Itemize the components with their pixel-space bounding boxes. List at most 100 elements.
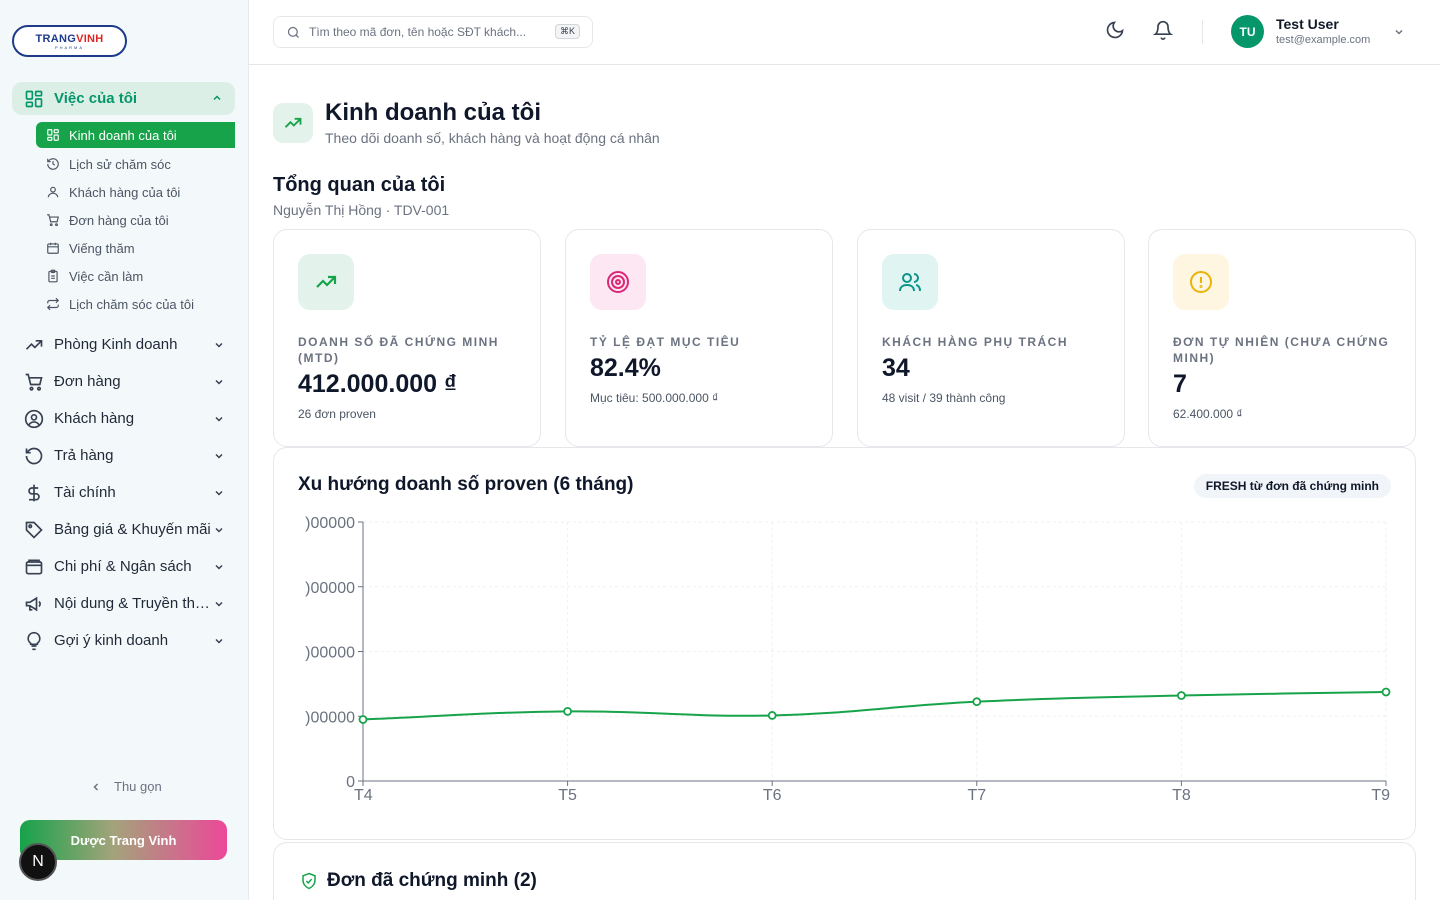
data-point — [972, 697, 982, 707]
cart-icon — [25, 373, 43, 391]
stat-card-revenue: DOANH SỐ ĐÃ CHỨNG MINH (MTD) 412.000.000… — [273, 229, 541, 447]
nav-orders[interactable]: Đơn hàng — [12, 365, 235, 398]
collapse-button[interactable]: Thu gọn — [90, 779, 162, 794]
x-tick-label: T5 — [558, 787, 577, 804]
logo-text-2: VINH — [76, 32, 104, 45]
sidebar-item-my-business[interactable]: Kinh doanh của tôi — [36, 122, 235, 148]
stat-card-target-rate: TỶ LỆ ĐẠT MỤC TIÊU 82.4% Mục tiêu: 500.0… — [565, 229, 833, 447]
chevron-up-icon — [213, 95, 221, 101]
moon-icon[interactable] — [1105, 20, 1125, 40]
series-line — [362, 690, 1387, 721]
chevron-down-icon — [215, 453, 223, 459]
grid-icon — [25, 90, 43, 107]
nav-customers[interactable]: Khách hàng — [12, 402, 235, 435]
search-box[interactable]: ⌘K — [273, 16, 593, 48]
bell-icon[interactable] — [1153, 20, 1173, 40]
lightbulb-icon — [27, 631, 41, 650]
card-value: 7 — [1173, 370, 1187, 398]
shield-check-icon — [302, 872, 316, 890]
sidebar-item-care-schedule[interactable]: Lịch chăm sóc của tôi — [36, 290, 235, 318]
nav-label: Chi phí & Ngân sách — [54, 558, 192, 575]
megaphone-icon — [25, 596, 41, 611]
sidebar-item-todo[interactable]: Việc cần làm — [36, 262, 235, 290]
nav-returns[interactable]: Trả hàng — [12, 439, 235, 472]
card-sub: 62.400.000 ₫ — [1173, 407, 1243, 421]
sidebar-item-label: Kinh doanh của tôi — [69, 127, 177, 143]
history-icon — [47, 158, 59, 170]
trending-up-icon — [316, 275, 337, 288]
card-icon-box — [298, 254, 354, 310]
chevron-down-icon — [215, 416, 223, 422]
nav-label: Nội dung & Truyền thông — [54, 595, 212, 612]
card-label: ĐƠN TỰ NHIÊN (CHƯA CHỨNG MINH) — [1173, 335, 1390, 365]
sidebar-item-label: Khách hàng của tôi — [69, 184, 181, 200]
card-sub: 26 đơn proven — [298, 407, 376, 421]
y-tick-label: )00000 — [305, 580, 355, 597]
x-tick-label: T7 — [967, 787, 986, 804]
data-point — [563, 706, 573, 716]
chevron-down-icon — [215, 342, 223, 348]
alert-circle-icon — [1190, 271, 1212, 293]
y-tick-label: )00000 — [305, 709, 355, 726]
n-badge[interactable]: N — [19, 843, 57, 881]
nav-label: Khách hàng — [54, 410, 135, 427]
card-value: 82.4% — [590, 354, 661, 382]
sidebar-item-my-customers[interactable]: Khách hàng của tôi — [36, 178, 235, 206]
grid-icon — [47, 129, 59, 141]
search-icon — [287, 26, 299, 38]
sidebar-item-label: Lịch chăm sóc của tôi — [69, 296, 195, 312]
sidebar-item-visits[interactable]: Viếng thăm — [36, 234, 235, 262]
page-subtitle: Theo dõi doanh số, khách hàng và hoạt độ… — [325, 130, 660, 146]
chevron-down-icon — [215, 379, 223, 385]
x-tick-label: T4 — [354, 787, 373, 804]
calendar-icon — [47, 242, 59, 254]
chart-title: Xu hướng doanh số proven (6 tháng) — [298, 474, 634, 495]
section-subtitle: Nguyễn Thị Hồng · TDV-001 — [273, 202, 450, 218]
chevron-left-icon — [93, 782, 99, 791]
card-icon-box — [590, 254, 646, 310]
nav-finance[interactable]: Tài chính — [12, 476, 235, 509]
nav-group-my-work[interactable]: Việc của tôi — [12, 82, 235, 115]
target-icon — [607, 271, 629, 293]
x-tick-label: T8 — [1172, 787, 1191, 804]
chevron-down-icon[interactable] — [1393, 26, 1405, 38]
user-icon — [47, 186, 59, 198]
users-icon — [899, 273, 921, 292]
data-point — [767, 711, 777, 720]
sidebar-item-label: Việc cần làm — [69, 268, 144, 284]
user-circle-icon — [24, 409, 44, 428]
nav-suggestions[interactable]: Gợi ý kinh doanh — [12, 624, 235, 657]
page-icon — [273, 103, 313, 143]
undo-icon — [25, 447, 43, 464]
sidebar-item-care-history[interactable]: Lịch sử chăm sóc — [36, 150, 235, 178]
sidebar-item-label: Lịch sử chăm sóc — [69, 156, 171, 172]
search-input[interactable] — [309, 25, 545, 39]
tag-icon — [25, 521, 43, 539]
card-icon-box — [1173, 254, 1229, 310]
nav-label: Gợi ý kinh doanh — [54, 632, 169, 649]
card-label: TỶ LỆ ĐẠT MỤC TIÊU — [590, 335, 741, 349]
proven-orders-title: Đơn đã chứng minh (2) — [327, 870, 537, 891]
nav-sales-dept[interactable]: Phòng Kinh doanh — [12, 328, 235, 361]
logo[interactable]: TRANGVINH PHARMA — [12, 25, 127, 57]
nav-group-label: Việc của tôi — [54, 90, 138, 107]
nav-pricing[interactable]: Bảng giá & Khuyến mãi — [12, 513, 235, 546]
y-tick-label: )00000 — [305, 645, 355, 662]
sidebar: TRANGVINH PHARMA Việc của tôi Kinh doanh… — [0, 0, 249, 900]
section-title: Tổng quan của tôi — [273, 174, 446, 196]
stat-card-customers: KHÁCH HÀNG PHỤ TRÁCH 34 48 visit / 39 th… — [857, 229, 1125, 447]
page-title: Kinh doanh của tôi — [325, 99, 541, 126]
wallet-icon — [25, 559, 43, 574]
dollar-icon — [28, 484, 40, 501]
chevron-down-icon — [215, 638, 223, 644]
nav-label: Bảng giá & Khuyến mãi — [54, 521, 211, 538]
avatar[interactable]: TU — [1231, 15, 1264, 48]
y-tick-label: 0 — [346, 774, 355, 791]
nav-content[interactable]: Nội dung & Truyền thông — [12, 587, 235, 620]
sidebar-item-my-orders[interactable]: Đơn hàng của tôi — [36, 206, 235, 234]
card-sub: 48 visit / 39 thành công — [882, 391, 1006, 405]
data-point — [1177, 691, 1186, 700]
sidebar-item-label: Viếng thăm — [69, 240, 135, 256]
nav-costs[interactable]: Chi phí & Ngân sách — [12, 550, 235, 583]
x-tick-label: T6 — [763, 787, 782, 804]
